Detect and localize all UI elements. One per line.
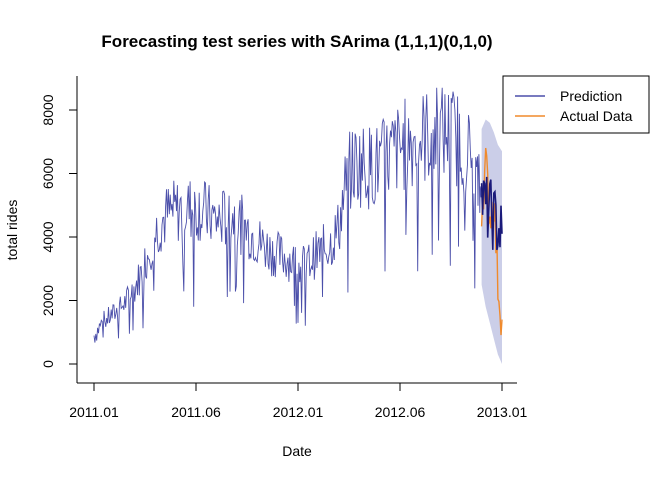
y-tick-label: 6000 <box>40 158 56 189</box>
x-tick-label: 2011.01 <box>69 404 119 420</box>
x-tick-label: 2011.06 <box>171 404 221 420</box>
y-axis-label: total rides <box>4 200 20 261</box>
legend-box <box>502 75 650 134</box>
chart-title: Forecasting test series with SArima (1,1… <box>101 32 492 51</box>
y-axis: 0 2000 4000 6000 8000 <box>40 76 78 383</box>
y-tick-label: 2000 <box>40 285 56 316</box>
x-axis: 2011.01 2011.06 2012.01 2012.06 2013.01 <box>69 382 528 420</box>
x-axis-label: Date <box>282 443 312 459</box>
y-tick-label: 8000 <box>40 94 56 125</box>
plot-area <box>93 87 503 364</box>
legend: Prediction Actual Data <box>502 75 650 134</box>
legend-actual-label: Actual Data <box>560 108 633 124</box>
x-tick-label: 2012.06 <box>375 404 426 420</box>
legend-prediction-label: Prediction <box>560 88 622 104</box>
prediction-line <box>480 176 503 251</box>
history-series-line <box>93 87 483 343</box>
x-tick-label: 2012.01 <box>273 404 324 420</box>
x-tick-label: 2013.01 <box>477 404 528 420</box>
y-tick-label: 0 <box>40 360 56 368</box>
y-tick-label: 4000 <box>40 221 56 252</box>
